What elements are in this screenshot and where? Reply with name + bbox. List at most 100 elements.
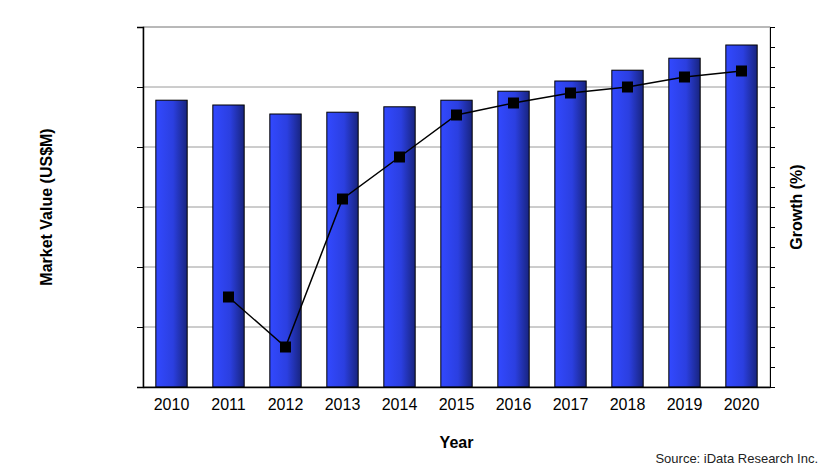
x-tick-label: 2013 xyxy=(325,396,361,413)
x-tick: 2020 xyxy=(724,387,760,413)
x-tick: 2017 xyxy=(553,387,589,413)
x-tick-label: 2011 xyxy=(211,396,246,413)
x-tick-label: 2018 xyxy=(610,396,646,413)
y-axis-line xyxy=(137,28,144,388)
y-tick-mark xyxy=(137,267,143,268)
y2-tick-mark xyxy=(770,307,775,308)
y2-tick-mark xyxy=(770,287,775,288)
grid xyxy=(143,27,770,387)
line-marker xyxy=(280,342,291,353)
y2-tick-mark xyxy=(770,47,775,48)
line-marker xyxy=(622,82,633,93)
x-tick-label: 2015 xyxy=(439,396,475,413)
bar xyxy=(327,112,358,387)
x-tick: 2016 xyxy=(496,387,532,413)
y2-tick xyxy=(770,27,775,28)
y2-tick-mark xyxy=(770,87,775,88)
y2-tick xyxy=(770,247,775,248)
y2-tick-mark xyxy=(770,387,775,388)
y2-tick-mark xyxy=(770,347,775,348)
y2-tick-mark xyxy=(770,187,775,188)
y2-axis xyxy=(770,28,775,388)
x-tick: 2011 xyxy=(211,387,246,413)
y2-tick xyxy=(770,147,775,148)
y-tick xyxy=(137,327,143,328)
y2-tick xyxy=(770,87,775,88)
y2-axis-line xyxy=(771,28,776,388)
y-tick-mark xyxy=(137,147,143,148)
bar xyxy=(669,58,700,387)
y2-tick-mark xyxy=(770,67,775,68)
x-tick-label: 2012 xyxy=(268,396,304,413)
y2-tick xyxy=(770,307,775,308)
y-tick-mark xyxy=(137,207,143,208)
y2-tick-mark xyxy=(770,27,775,28)
y2-tick xyxy=(770,107,775,108)
line-marker xyxy=(736,66,747,77)
y2-axis-title: Growth (%) xyxy=(788,164,805,249)
y2-tick xyxy=(770,267,775,268)
x-tick-label: 2017 xyxy=(553,396,589,413)
y-axis-title: Market Value (US$M) xyxy=(38,128,55,285)
y2-tick xyxy=(770,347,775,348)
y-tick-mark xyxy=(137,387,143,388)
y-tick xyxy=(137,267,143,268)
x-tick-label: 2020 xyxy=(724,396,760,413)
line-marker xyxy=(679,72,690,83)
x-tick-label: 2019 xyxy=(667,396,703,413)
y2-tick-mark xyxy=(770,227,775,228)
y2-tick xyxy=(770,47,775,48)
y2-tick xyxy=(770,327,775,328)
y2-tick-mark xyxy=(770,107,775,108)
y-tick-mark xyxy=(137,327,143,328)
bar xyxy=(555,81,586,387)
bar xyxy=(270,114,301,387)
bar xyxy=(156,100,187,387)
y2-tick-mark xyxy=(770,247,775,248)
y2-tick-mark xyxy=(770,327,775,328)
growth-line xyxy=(229,71,742,347)
y2-tick-mark xyxy=(770,127,775,128)
bar xyxy=(726,45,757,387)
y2-tick xyxy=(770,387,775,388)
line-marker xyxy=(451,110,462,121)
plot: 2010 2011 2012 2013 2014 2015 2016 2017 2018 2019… xyxy=(137,27,775,413)
y2-tick xyxy=(770,127,775,128)
bar xyxy=(441,100,472,387)
x-tick: 2015 xyxy=(439,387,475,413)
line-marker xyxy=(565,88,576,99)
line-marker xyxy=(394,152,405,163)
chart: 2010 2011 2012 2013 2014 2015 2016 2017 2018 2019… xyxy=(0,0,830,470)
y2-tick-mark xyxy=(770,167,775,168)
x-tick: 2018 xyxy=(610,387,646,413)
y2-tick-mark xyxy=(770,147,775,148)
y2-tick-mark xyxy=(770,267,775,268)
y2-tick-mark xyxy=(770,367,775,368)
y2-tick-mark xyxy=(770,207,775,208)
y2-tick xyxy=(770,367,775,368)
y-tick-mark xyxy=(137,87,143,88)
line-marker xyxy=(223,292,234,303)
y-tick xyxy=(137,147,143,148)
y-tick xyxy=(137,207,143,208)
bar xyxy=(213,105,244,387)
y-tick-mark xyxy=(137,27,143,28)
y-tick xyxy=(137,87,143,88)
x-axis-title: Year xyxy=(440,434,474,451)
line-marker xyxy=(337,194,348,205)
bar xyxy=(498,91,529,387)
y2-tick xyxy=(770,227,775,228)
x-axis-line xyxy=(144,387,771,389)
bar xyxy=(612,70,643,387)
x-tick: 2012 xyxy=(268,387,304,413)
source-note: Source: iData Research Inc. xyxy=(655,451,818,466)
grid-line xyxy=(143,27,770,28)
x-tick-label: 2010 xyxy=(154,396,190,413)
x-tick: 2010 xyxy=(154,387,190,413)
line-marker xyxy=(508,98,519,109)
y2-tick xyxy=(770,67,775,68)
plot-frame xyxy=(143,27,770,387)
marks xyxy=(156,45,757,387)
x-tick-label: 2014 xyxy=(382,396,418,413)
x-tick: 2013 xyxy=(325,387,361,413)
